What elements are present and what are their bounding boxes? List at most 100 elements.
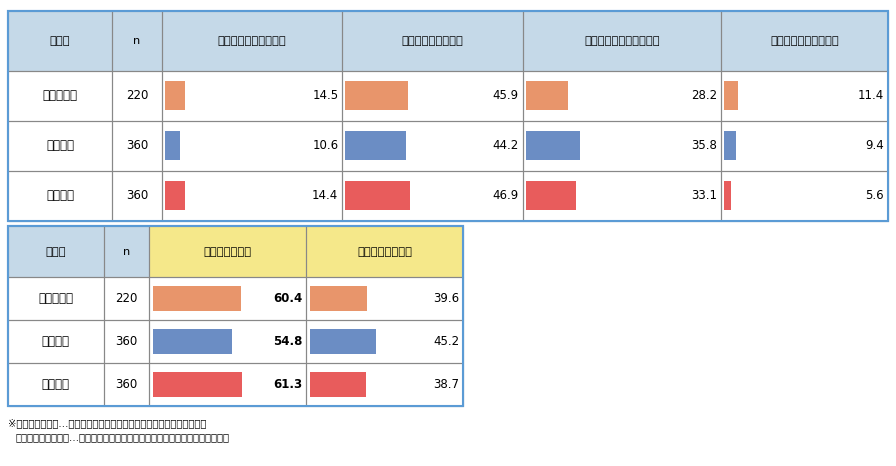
Bar	[149, 226, 463, 277]
Bar	[720, 171, 888, 221]
Bar	[162, 71, 342, 121]
Text: 性年代: 性年代	[49, 36, 70, 46]
Bar	[104, 226, 149, 277]
Text: 35.8: 35.8	[691, 139, 717, 152]
Bar	[104, 320, 149, 363]
Bar	[342, 71, 522, 121]
Bar	[8, 277, 463, 320]
Bar	[162, 11, 342, 71]
Bar	[8, 71, 888, 121]
Text: 男性全体: 男性全体	[46, 139, 73, 152]
Bar	[342, 171, 522, 221]
Text: あまり必要だと感じない: あまり必要だと感じない	[584, 36, 659, 46]
Text: 45.2: 45.2	[433, 335, 459, 348]
Bar	[522, 11, 720, 71]
Bar	[104, 277, 149, 320]
Bar	[8, 121, 112, 171]
Bar	[8, 320, 463, 363]
Text: 介護職全体: 介護職全体	[42, 89, 77, 103]
Bar	[522, 171, 720, 221]
Text: 220: 220	[115, 292, 137, 305]
Text: n: n	[123, 247, 130, 257]
Bar	[8, 277, 104, 320]
Bar	[342, 121, 522, 171]
Text: 男性全体: 男性全体	[42, 335, 70, 348]
Bar	[112, 71, 162, 121]
Text: 220: 220	[125, 89, 148, 103]
Bar	[526, 131, 580, 160]
Bar	[149, 226, 306, 277]
Bar	[153, 372, 242, 397]
Text: 必要だと感じない: 必要だと感じない	[357, 247, 412, 257]
Text: 14.4: 14.4	[312, 190, 339, 202]
Text: 54.8: 54.8	[272, 335, 302, 348]
Text: 44.2: 44.2	[493, 139, 519, 152]
Text: 女性全体: 女性全体	[42, 378, 70, 391]
Bar	[306, 363, 463, 406]
Bar	[165, 181, 185, 211]
Bar	[724, 131, 736, 160]
Text: 45.9: 45.9	[493, 89, 519, 103]
Bar	[153, 286, 240, 311]
Text: 28.2: 28.2	[691, 89, 717, 103]
Text: 5.6: 5.6	[866, 190, 884, 202]
Text: 360: 360	[125, 139, 148, 152]
Bar	[310, 372, 366, 397]
Bar	[720, 121, 888, 171]
Bar	[149, 320, 306, 363]
Text: 女性全体: 女性全体	[46, 190, 73, 202]
Text: 性年代: 性年代	[46, 247, 66, 257]
Bar	[306, 226, 463, 277]
Bar	[720, 11, 888, 71]
Text: 61.3: 61.3	[273, 378, 302, 391]
Bar	[8, 363, 104, 406]
Text: 9.4: 9.4	[866, 139, 884, 152]
Bar	[8, 11, 888, 221]
Text: 360: 360	[116, 378, 137, 391]
Bar	[526, 181, 575, 211]
Bar	[8, 11, 112, 71]
Text: n: n	[134, 36, 141, 46]
Bar	[345, 82, 409, 110]
Bar	[522, 71, 720, 121]
Text: 39.6: 39.6	[433, 292, 459, 305]
Text: 11.4: 11.4	[857, 89, 884, 103]
Text: とても必要だと感じる: とても必要だと感じる	[218, 36, 287, 46]
Bar	[8, 71, 112, 121]
Bar	[306, 277, 463, 320]
Bar	[8, 171, 112, 221]
Bar	[8, 320, 104, 363]
Text: 360: 360	[125, 190, 148, 202]
Text: やや必要だと感じる: やや必要だと感じる	[401, 36, 463, 46]
Bar	[8, 363, 463, 406]
Bar	[8, 226, 463, 406]
Bar	[112, 171, 162, 221]
Text: 46.9: 46.9	[493, 190, 519, 202]
Bar	[522, 121, 720, 171]
Bar	[8, 226, 149, 277]
Bar	[8, 121, 888, 171]
Bar	[310, 329, 375, 354]
Text: 10.6: 10.6	[313, 139, 339, 152]
Bar	[8, 11, 888, 221]
Bar	[345, 131, 406, 160]
Text: ※必要だと感じる…とても必要だと感じる、やや必要だと感じるの合計: ※必要だと感じる…とても必要だと感じる、やや必要だと感じるの合計	[8, 418, 206, 428]
Bar	[8, 171, 888, 221]
Bar	[8, 226, 104, 277]
Text: 必要だと感じる: 必要だと感じる	[203, 247, 252, 257]
Bar	[342, 11, 522, 71]
Bar	[104, 363, 149, 406]
Text: 33.1: 33.1	[691, 190, 717, 202]
Bar	[345, 181, 409, 211]
Bar	[149, 363, 306, 406]
Bar	[310, 286, 367, 311]
Bar	[306, 320, 463, 363]
Bar	[526, 82, 568, 110]
Text: 360: 360	[116, 335, 137, 348]
Text: 14.5: 14.5	[313, 89, 339, 103]
Text: 必要だと感じない…あまり必要だと感じない、全く必要だと感じないの合計: 必要だと感じない…あまり必要だと感じない、全く必要だと感じないの合計	[16, 432, 230, 442]
Bar	[720, 71, 888, 121]
Bar	[112, 121, 162, 171]
Text: 介護職全体: 介護職全体	[39, 292, 73, 305]
Text: 60.4: 60.4	[272, 292, 302, 305]
